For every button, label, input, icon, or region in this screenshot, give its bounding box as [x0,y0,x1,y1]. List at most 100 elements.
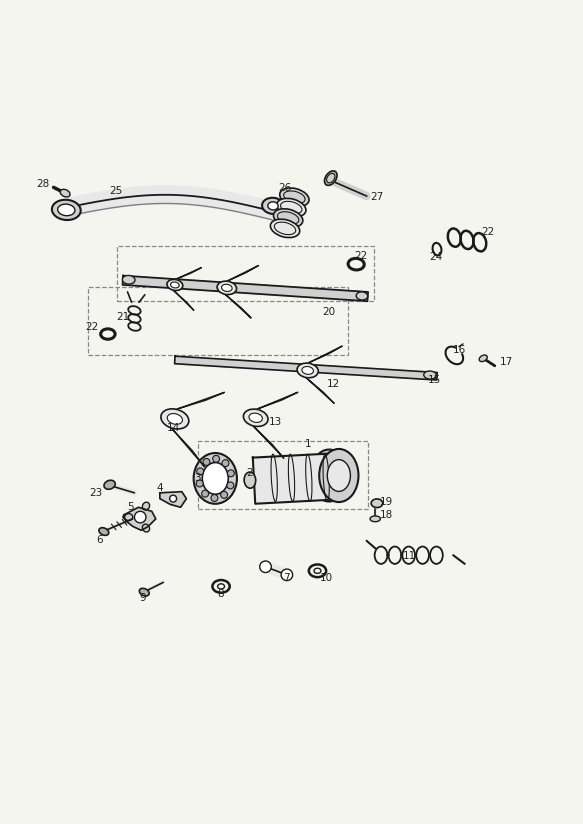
Ellipse shape [222,284,232,292]
Text: 27: 27 [370,192,384,202]
Ellipse shape [424,371,437,379]
Circle shape [196,480,203,487]
Ellipse shape [319,449,359,502]
Ellipse shape [326,173,335,183]
Polygon shape [307,378,334,403]
Ellipse shape [244,472,256,488]
Bar [88,288,348,355]
Ellipse shape [370,516,381,522]
Text: 15: 15 [428,375,441,386]
Text: 17: 17 [500,357,514,367]
Ellipse shape [202,462,229,494]
Ellipse shape [99,527,109,536]
Ellipse shape [273,208,303,227]
Polygon shape [178,392,224,409]
Circle shape [213,456,220,462]
Bar [198,441,368,509]
Text: 26: 26 [278,183,291,193]
Polygon shape [254,427,284,458]
Circle shape [222,460,229,466]
Circle shape [211,494,218,502]
Polygon shape [253,453,342,503]
Circle shape [170,495,177,502]
Circle shape [196,468,203,475]
Ellipse shape [217,281,237,295]
Polygon shape [258,392,298,409]
Ellipse shape [167,414,182,424]
Circle shape [203,458,210,466]
Ellipse shape [139,588,149,596]
Text: 13: 13 [269,418,282,428]
Ellipse shape [356,292,368,300]
Text: 12: 12 [326,379,340,389]
Ellipse shape [268,202,278,210]
Text: 10: 10 [319,573,333,583]
Ellipse shape [262,198,284,214]
Polygon shape [172,429,205,466]
Text: 23: 23 [90,488,103,498]
Ellipse shape [249,413,262,423]
Text: 21: 21 [116,311,129,321]
Text: 28: 28 [37,179,50,189]
Circle shape [281,569,293,581]
Ellipse shape [125,513,133,521]
Bar [117,246,374,301]
Polygon shape [228,265,258,281]
Text: 1: 1 [304,438,311,449]
Polygon shape [122,276,368,302]
Polygon shape [176,268,201,279]
Polygon shape [123,508,156,531]
Text: 19: 19 [380,497,394,507]
Polygon shape [160,492,187,508]
Polygon shape [226,295,251,318]
Text: 2: 2 [247,468,253,478]
Text: 7: 7 [283,574,290,583]
Ellipse shape [297,363,318,377]
Circle shape [220,491,227,499]
Ellipse shape [122,275,135,284]
Text: 24: 24 [429,252,442,262]
Ellipse shape [371,499,382,508]
Circle shape [227,482,234,489]
Text: 4: 4 [156,483,163,494]
Text: 18: 18 [380,510,394,520]
Ellipse shape [142,524,150,532]
Circle shape [227,470,234,477]
Text: 5: 5 [128,503,134,513]
Text: 20: 20 [322,307,336,317]
Polygon shape [174,291,194,311]
Ellipse shape [325,171,337,185]
Text: 22: 22 [354,251,367,261]
Circle shape [260,561,271,573]
Text: 9: 9 [139,593,146,603]
Circle shape [202,490,209,497]
Ellipse shape [302,367,314,374]
Ellipse shape [52,199,80,220]
Ellipse shape [327,460,350,491]
Ellipse shape [310,450,348,502]
Text: 11: 11 [403,551,416,561]
Ellipse shape [161,409,189,429]
Ellipse shape [167,279,183,291]
Ellipse shape [276,199,306,217]
Text: 14: 14 [167,424,180,433]
Ellipse shape [194,453,237,503]
Text: 22: 22 [86,321,99,331]
Ellipse shape [243,409,268,427]
Ellipse shape [142,502,150,510]
Ellipse shape [60,190,70,197]
Text: 8: 8 [217,589,224,599]
Ellipse shape [280,188,309,207]
Ellipse shape [271,219,300,237]
Text: 25: 25 [109,186,122,196]
Text: 3: 3 [195,474,201,484]
Text: 16: 16 [452,344,466,354]
Ellipse shape [104,480,115,489]
Ellipse shape [479,355,487,362]
Polygon shape [174,356,437,380]
Circle shape [135,512,146,523]
Ellipse shape [170,282,179,288]
Polygon shape [309,346,342,363]
Text: 22: 22 [481,227,494,236]
Text: 6: 6 [96,536,103,545]
